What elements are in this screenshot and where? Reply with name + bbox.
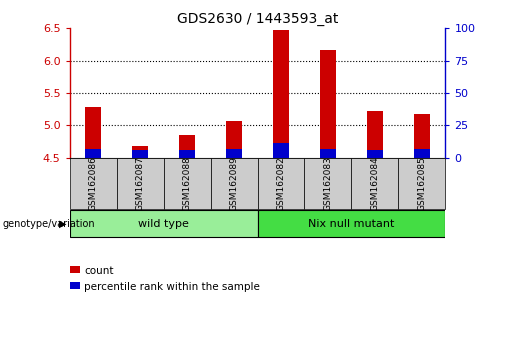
Bar xyxy=(116,158,164,209)
Bar xyxy=(304,158,352,209)
Text: GSM162085: GSM162085 xyxy=(418,156,426,211)
Bar xyxy=(414,149,430,158)
Bar xyxy=(226,121,242,158)
Bar xyxy=(85,107,101,158)
Bar xyxy=(85,149,101,158)
Bar xyxy=(132,150,148,158)
Bar xyxy=(70,158,116,209)
Text: GSM162089: GSM162089 xyxy=(230,156,238,211)
Text: GSM162083: GSM162083 xyxy=(323,156,333,211)
Text: ▶: ▶ xyxy=(59,219,67,229)
Bar xyxy=(164,158,211,209)
Bar xyxy=(414,114,430,158)
Bar xyxy=(352,158,399,209)
Bar xyxy=(70,210,258,238)
Title: GDS2630 / 1443593_at: GDS2630 / 1443593_at xyxy=(177,12,338,26)
Bar xyxy=(258,158,304,209)
Text: count: count xyxy=(84,266,113,276)
Bar xyxy=(179,150,195,158)
Text: GSM162084: GSM162084 xyxy=(370,156,380,211)
Text: GSM162082: GSM162082 xyxy=(277,156,285,211)
Bar xyxy=(367,150,383,158)
Bar xyxy=(258,210,445,238)
Text: percentile rank within the sample: percentile rank within the sample xyxy=(84,282,260,292)
Bar xyxy=(320,50,336,158)
Bar xyxy=(226,149,242,158)
Bar xyxy=(132,146,148,158)
Bar xyxy=(211,158,258,209)
Text: GSM162088: GSM162088 xyxy=(182,156,192,211)
Bar xyxy=(273,143,289,158)
Text: genotype/variation: genotype/variation xyxy=(3,219,95,229)
Text: GSM162087: GSM162087 xyxy=(135,156,145,211)
Text: GSM162086: GSM162086 xyxy=(89,156,97,211)
Bar xyxy=(179,135,195,158)
Text: wild type: wild type xyxy=(138,219,189,229)
Text: Nix null mutant: Nix null mutant xyxy=(308,219,394,229)
Bar xyxy=(367,111,383,158)
Bar xyxy=(273,30,289,158)
Bar xyxy=(320,149,336,158)
Bar xyxy=(399,158,445,209)
